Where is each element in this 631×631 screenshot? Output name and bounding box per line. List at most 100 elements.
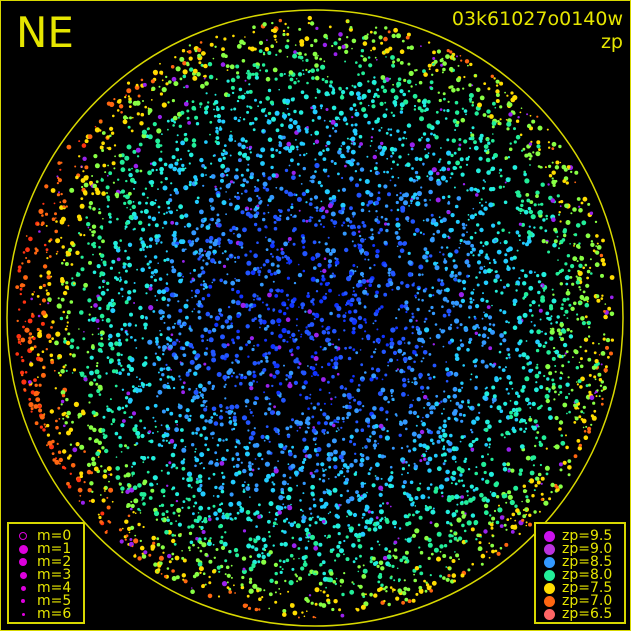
star-point — [236, 75, 240, 79]
star-point — [427, 41, 431, 44]
star-point — [60, 369, 65, 374]
star-point — [157, 389, 163, 395]
star-point — [115, 456, 118, 458]
star-point — [115, 475, 121, 480]
star-point — [448, 533, 453, 538]
star-point — [264, 275, 268, 279]
star-point — [302, 269, 306, 273]
star-point — [205, 174, 207, 176]
star-point — [558, 247, 560, 250]
star-point — [225, 406, 229, 410]
star-point — [387, 602, 391, 607]
star-point — [315, 26, 319, 30]
star-point — [242, 118, 246, 121]
star-point — [479, 201, 481, 204]
star-point — [609, 311, 615, 317]
star-points — [15, 15, 615, 619]
star-point — [396, 58, 401, 62]
star-point — [569, 276, 573, 279]
star-point — [402, 480, 407, 485]
star-point — [92, 253, 94, 256]
star-point — [314, 206, 316, 209]
star-point — [345, 498, 351, 504]
star-point — [265, 187, 270, 192]
star-point — [596, 298, 601, 303]
star-point — [252, 361, 258, 366]
star-point — [87, 242, 90, 245]
star-point — [215, 35, 219, 39]
star-point — [374, 26, 378, 29]
star-point — [146, 456, 150, 459]
star-point — [309, 393, 312, 396]
star-point — [359, 554, 362, 558]
star-point — [38, 208, 44, 214]
star-point — [201, 253, 205, 257]
star-point — [113, 240, 118, 246]
star-point — [285, 426, 290, 431]
star-point — [137, 522, 141, 527]
star-point — [401, 484, 406, 489]
star-point — [124, 194, 130, 200]
star-point — [150, 488, 155, 493]
star-point — [558, 462, 563, 467]
star-point — [429, 337, 432, 340]
star-point — [351, 116, 354, 119]
star-point — [254, 72, 259, 77]
star-point — [589, 258, 592, 261]
star-point — [268, 607, 271, 610]
star-point — [186, 299, 189, 302]
star-point — [395, 200, 399, 205]
star-point — [98, 515, 102, 520]
star-point — [468, 316, 471, 319]
star-point — [523, 430, 526, 433]
star-point — [445, 361, 448, 363]
star-point — [323, 432, 326, 435]
star-point — [229, 492, 234, 497]
star-point — [347, 356, 352, 361]
star-point — [59, 168, 62, 171]
star-point — [119, 276, 122, 279]
star-point — [166, 366, 171, 372]
star-point — [67, 332, 71, 336]
star-point — [418, 515, 423, 520]
star-point — [488, 471, 494, 477]
star-point — [327, 380, 330, 384]
star-point — [260, 147, 266, 153]
star-point — [236, 457, 241, 462]
star-point — [605, 345, 609, 350]
star-point — [515, 347, 519, 352]
star-point — [357, 565, 361, 569]
star-point — [234, 445, 238, 449]
star-point — [128, 105, 132, 108]
star-point — [449, 273, 455, 278]
star-point — [178, 340, 181, 343]
star-point — [77, 487, 83, 493]
star-point — [428, 353, 432, 356]
star-point — [225, 64, 230, 68]
star-point — [249, 411, 253, 414]
star-point — [229, 404, 235, 410]
star-point — [398, 255, 401, 259]
star-point — [137, 556, 142, 561]
star-point — [399, 49, 405, 54]
star-point — [159, 378, 163, 381]
star-point — [286, 141, 292, 147]
star-point — [240, 94, 246, 100]
star-point — [582, 426, 585, 429]
star-point — [166, 382, 169, 385]
star-point — [558, 420, 564, 425]
star-point — [171, 155, 176, 160]
star-point — [268, 440, 271, 443]
star-point — [226, 174, 229, 177]
star-point — [378, 307, 381, 311]
star-point — [41, 350, 45, 354]
star-point — [94, 369, 100, 375]
star-point — [397, 340, 403, 346]
star-point — [171, 533, 175, 537]
star-point — [428, 293, 433, 298]
star-point — [495, 99, 500, 103]
star-point — [252, 30, 256, 34]
star-point — [383, 292, 388, 297]
